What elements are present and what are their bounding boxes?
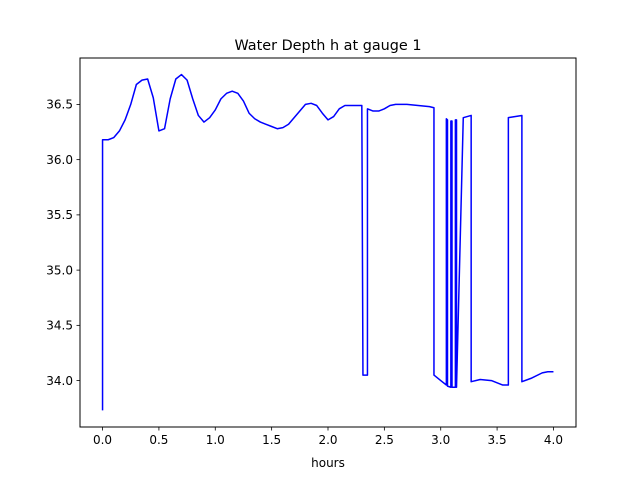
x-tick-label: 1.5 [262,433,281,447]
y-tick-label: 34.0 [46,374,73,388]
x-tick-label: 4.0 [544,433,563,447]
y-tick-label: 35.5 [46,208,73,222]
x-tick-label: 0.0 [93,433,112,447]
series-line-1 [101,73,554,411]
x-tick-label: 0.5 [149,433,168,447]
y-tick-label: 36.5 [46,98,73,112]
x-tick-label: 2.5 [375,433,394,447]
x-tick-label: 1.0 [206,433,225,447]
x-axis: 0.0 0.5 1.0 1.5 2.0 2.5 3.0 3.5 4.0 [93,427,563,447]
plot-area [101,73,554,411]
x-tick-label: 2.0 [318,433,337,447]
x-axis-label: hours [311,456,345,470]
axes-frame [79,57,577,428]
y-tick-label: 34.5 [46,319,73,333]
y-axis: 34.0 34.5 35.0 35.5 36.0 36.5 [46,98,80,388]
y-tick-label: 36.0 [46,153,73,167]
x-tick-label: 3.5 [488,433,507,447]
x-tick-label: 3.0 [431,433,450,447]
chart-title: Water Depth h at gauge 1 [234,38,421,54]
y-tick-label: 35.0 [46,263,73,277]
